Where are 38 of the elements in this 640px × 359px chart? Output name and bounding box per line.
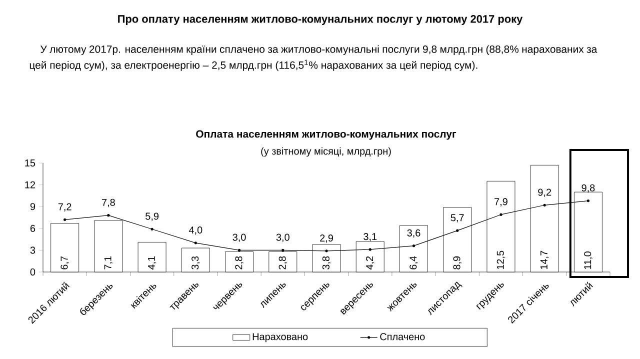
chart-subtitle: (у звітному місяці, млрд.грн) — [261, 147, 391, 157]
data-label: 3,6 — [407, 229, 420, 238]
data-label: 2,8 — [278, 256, 288, 270]
data-label: 6,4 — [410, 256, 418, 270]
data-label: 5,9 — [146, 212, 159, 221]
data-label: 3,1 — [364, 233, 377, 242]
data-label: 3,0 — [276, 234, 290, 242]
data-label: 11,0 — [584, 252, 592, 270]
data-label: 4,0 — [188, 226, 202, 235]
chart-title: Оплата населенням житлово-комунальних послуг — [196, 130, 456, 140]
text: Про оплату населенням житлово-комунальних послуг у лютому 2017 року — [118, 15, 523, 25]
y-tick-label: 6 — [30, 224, 36, 232]
y-tick-label: 9 — [30, 203, 36, 210]
legend-label: Нараховано — [252, 333, 308, 342]
y-tick-label: 3 — [30, 246, 36, 254]
data-label: 3,3 — [192, 256, 200, 270]
data-label: 6,7 — [60, 256, 69, 270]
data-label: 3,0 — [232, 234, 246, 242]
data-label: 9,2 — [538, 188, 552, 197]
data-label: 5,7 — [450, 214, 464, 222]
data-label: 8,9 — [453, 256, 462, 270]
data-label: 7,2 — [58, 203, 72, 212]
data-label: 7,1 — [104, 256, 112, 270]
data-label: 14,7 — [540, 250, 549, 270]
y-tick-label: 15 — [25, 160, 36, 166]
data-label: 9,8 — [582, 184, 595, 193]
data-label: 2,8 — [235, 256, 244, 270]
data-label: 4,1 — [148, 256, 156, 270]
data-label: 12,5 — [496, 250, 506, 270]
y-tick-label: 12 — [25, 181, 35, 188]
data-label: 2,9 — [320, 234, 333, 243]
text: У лютому 2017р. населенням країни сплачено за житлово-комунальні послуги 9,8 млрд.грн (88,8% нарахованих за цей період сум), за електроенергію – 2,5 млрд.грн (116,5$^{1}$% нарахованих за цей період сум). — [30, 45, 598, 71]
y-tick-label: 0 — [30, 268, 36, 276]
legend-label: Сплачено — [380, 333, 425, 340]
data-label: 3,8 — [322, 256, 331, 270]
data-label: 7,9 — [494, 198, 508, 206]
data-label: 4,2 — [366, 256, 374, 270]
data-label: 7,8 — [102, 198, 115, 208]
